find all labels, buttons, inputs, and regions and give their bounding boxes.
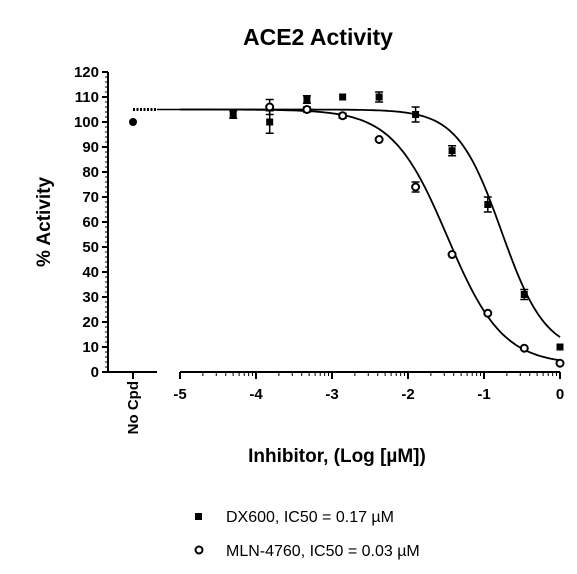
fit-curves <box>133 108 561 362</box>
x-tick-label: 0 <box>556 386 564 403</box>
y-tick-label: 10 <box>82 339 99 356</box>
data-point-mln4760 <box>555 358 565 368</box>
legend-square-marker <box>195 513 202 520</box>
data-point-mln4760 <box>447 250 457 259</box>
y-axis-label: % Activity <box>34 177 55 268</box>
data-point-dx600 <box>229 111 237 118</box>
y-tick-label: 80 <box>82 164 99 181</box>
data-point-mln4760 <box>374 135 384 144</box>
x-tick-label: -5 <box>173 386 186 403</box>
x-tick-label: -3 <box>325 386 338 403</box>
data-point-mln4760 <box>302 105 312 114</box>
y-tick-label: 110 <box>75 89 99 106</box>
data-points <box>129 91 565 368</box>
no-compound-label: No Cpd <box>125 381 142 434</box>
data-point-dx600 <box>484 201 492 208</box>
data-point-dx600 <box>266 118 274 126</box>
fit-curve-mln4760 <box>180 108 561 362</box>
data-point-mln4760 <box>483 308 493 318</box>
x-tick-label: -2 <box>401 386 414 403</box>
data-point-dx600 <box>303 96 311 103</box>
y-tick-label: 60 <box>82 214 99 231</box>
data-point-mln4760 <box>265 102 275 112</box>
data-point-dx600 <box>412 111 420 118</box>
legend: DX600, IC50 = 0.17 µM MLN-4760, IC50 = 0… <box>194 509 420 560</box>
data-point-mln4760 <box>519 343 529 353</box>
y-tick-label: 50 <box>82 239 99 256</box>
y-tick-label: 30 <box>82 289 99 306</box>
x-tick-label: -4 <box>249 386 263 403</box>
x-tick-label: -1 <box>477 386 490 403</box>
data-point-dx600 <box>375 93 383 101</box>
y-tick-label: 90 <box>82 139 99 156</box>
data-point-mln4760 <box>338 111 348 121</box>
axes: 0 10 20 30 40 50 60 70 80 90 100 110 120 -5 -4 -3 -2 -1 0 <box>74 64 564 403</box>
data-point-dx600 <box>556 343 564 351</box>
y-tick-label: 100 <box>74 114 99 131</box>
legend-item-mln4760: MLN-4760, IC50 = 0.03 µM <box>226 543 420 560</box>
chart-title: ACE2 Activity <box>243 24 393 50</box>
y-tick-label: 120 <box>74 64 99 81</box>
y-tick-label: 20 <box>82 314 99 331</box>
fit-curve-dx600 <box>180 108 561 338</box>
y-tick-label: 40 <box>82 264 99 281</box>
data-point-dx600 <box>448 147 456 155</box>
data-point-mln4760 <box>411 182 421 192</box>
control-data-point <box>129 118 137 126</box>
data-point-dx600 <box>339 93 347 101</box>
legend-circle-marker <box>194 545 204 555</box>
data-point-dx600 <box>520 291 528 298</box>
legend-item-dx600: DX600, IC50 = 0.17 µM <box>226 509 394 526</box>
y-tick-label: 0 <box>91 364 99 381</box>
x-axis-label: Inhibitor, (Log [µM]) <box>248 446 426 467</box>
y-tick-label: 70 <box>82 189 99 206</box>
